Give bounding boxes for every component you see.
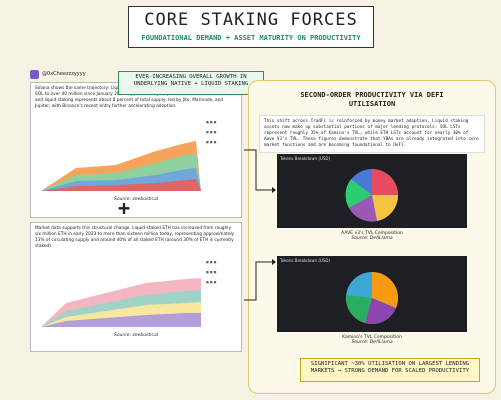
arrow-head [272,259,276,265]
kamino-chart: Tokens Breakdown (USD) [277,256,467,332]
svg-text:■ ■ ■: ■ ■ ■ [206,130,217,134]
right-text: This shift across TradFi is reinforced b… [259,115,485,153]
arrow [244,149,272,191]
arrow [244,261,272,301]
svg-text:■ ■ ■: ■ ■ ■ [206,260,217,264]
aave-caption: AAVE v3's TVL Composition [341,231,403,236]
aave-chart: Tokens Breakdown (USD) [277,154,467,228]
kamino-heading: Tokens Breakdown (USD) [280,258,330,263]
sol-chart: ■ ■ ■ ■ ■ ■ ■ ■ ■ [36,113,236,193]
kamino-caption: Kamino's TVL Composition [342,335,402,340]
left-bottom-source: Source: zeebustical [114,333,158,338]
eth-chart: ■ ■ ■ ■ ■ ■ ■ ■ ■ [41,260,217,327]
title-box: CORE STAKING FORCES FOUNDATIONAL DEMAND … [128,6,374,48]
left-top-card: Solana shows the same trajectory: Liquid… [30,82,242,218]
aave-pie [345,169,399,222]
aave-caption-box: AAVE v3's TVL Composition Source: DefiLl… [277,231,467,241]
kamino-caption-box: Kamino's TVL Composition Source: DefiLla… [277,335,467,345]
aave-source: Source: DefiLlama [351,236,393,241]
callout-bottom: SIGNIFICANT ~30% UTILISATION ON LARGEST … [300,358,480,382]
svg-text:■ ■ ■: ■ ■ ■ [206,120,217,124]
left-top-source: Source: zeebustical [114,197,158,202]
callout-top: EVER-INCREASING OVERALL GROWTH IN UNDERL… [118,71,264,95]
kamino-pie [345,272,398,324]
svg-text:■ ■ ■: ■ ■ ■ [206,140,217,144]
svg-text:■ ■ ■: ■ ■ ■ [206,270,217,274]
title: CORE STAKING FORCES [144,10,358,30]
aave-heading: Tokens Breakdown (USD) [280,156,330,161]
left-bottom-card: Market data supports this structural cha… [30,222,242,352]
arrow-head [272,187,276,193]
author: @0xCheezzzyyyy [42,71,86,77]
left-bottom-text: Market data supports this structural cha… [35,226,235,249]
kamino-source: Source: DefiLlama [351,340,393,345]
avatar [30,70,39,79]
svg-text:■ ■ ■: ■ ■ ■ [206,280,217,284]
right-title: SECOND-ORDER PRODUCTIVITY VIA DEFI UTILI… [300,91,444,108]
subtitle: FOUNDATIONAL DEMAND + ASSET MATURITY ON … [141,34,361,42]
plus: + [118,196,131,220]
right-panel: SECOND-ORDER PRODUCTIVITY VIA DEFI UTILI… [248,80,496,394]
